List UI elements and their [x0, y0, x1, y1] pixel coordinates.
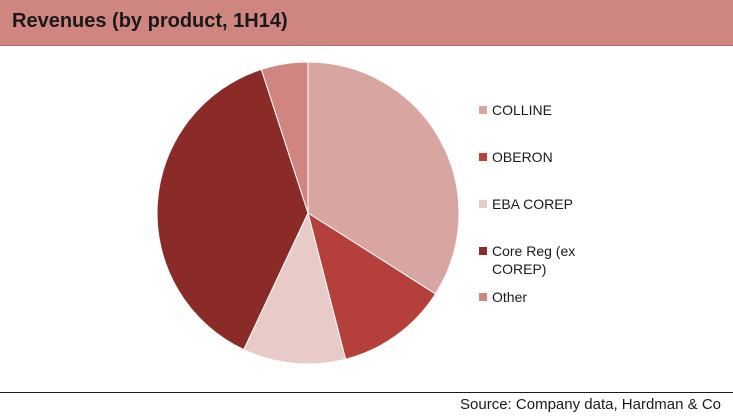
- legend-label: OBERON: [492, 149, 553, 165]
- legend-swatch: [479, 153, 487, 161]
- pie-slice-eba-corep: [243, 211, 347, 365]
- legend-swatch: [479, 247, 487, 255]
- legend-swatch: [479, 106, 487, 114]
- chart-title: Revenues (by product, 1H14): [12, 10, 288, 32]
- legend-label: EBA COREP: [492, 196, 573, 212]
- pie-chart: [156, 61, 460, 365]
- source-note: Source: Company data, Hardman & Co: [460, 396, 721, 413]
- pie-slice-colline: [307, 61, 460, 295]
- legend-swatch: [479, 200, 487, 208]
- legend-label: Other: [492, 289, 528, 305]
- pie-slice-oberon: [307, 211, 437, 360]
- chart-header: Revenues (by product, 1H14): [0, 0, 733, 46]
- legend-swatch: [479, 293, 487, 301]
- pie-slice-other: [260, 61, 309, 214]
- footer-divider: [0, 392, 733, 393]
- pie-slice-core-reg-ex-corep: [156, 68, 309, 351]
- chart-area: COLLINE OBERON EBA COREP Core Reg (ex COREP…: [0, 46, 733, 390]
- legend-label: COLLINE: [492, 102, 552, 118]
- legend-label: Core Reg (ex COREP): [492, 243, 576, 277]
